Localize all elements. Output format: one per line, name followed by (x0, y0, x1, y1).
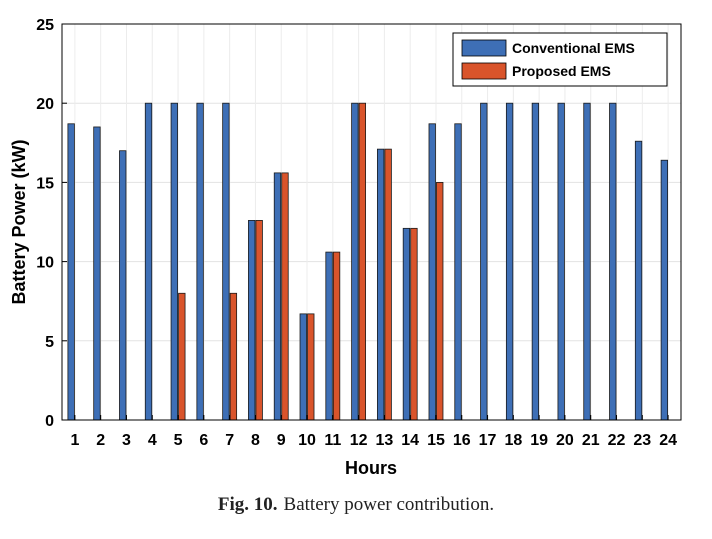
x-tick-label-5: 5 (174, 432, 183, 449)
plot-area (62, 24, 681, 420)
conventional-bar-hour-3 (119, 150, 127, 421)
conventional-bar-hour-24 (660, 159, 669, 421)
proposed-bar-hour-12 (358, 102, 367, 421)
conventional-bar-hour-15 (428, 123, 436, 421)
legend-label-conventional: Conventional EMS (512, 40, 635, 56)
y-tick-label-0: 0 (45, 413, 54, 430)
x-tick-label-17: 17 (479, 432, 497, 449)
legend-label-proposed: Proposed EMS (512, 63, 611, 79)
conventional-bar-hour-11 (325, 251, 333, 421)
conventional-bar-hour-16 (454, 123, 462, 421)
x-tick-label-22: 22 (608, 432, 626, 449)
x-tick-label-21: 21 (582, 432, 600, 449)
x-tick-label-11: 11 (324, 432, 341, 449)
proposed-bar-hour-14 (410, 227, 418, 421)
x-tick-label-14: 14 (401, 432, 419, 449)
conventional-bar-hour-18 (505, 102, 514, 421)
conventional-bar-hour-14 (402, 227, 411, 421)
y-tick-label-5: 5 (45, 334, 54, 351)
y-tick-label-15: 15 (36, 175, 54, 192)
x-tick-label-9: 9 (277, 432, 286, 449)
legend-swatch-proposed (461, 62, 507, 80)
conventional-bar-hour-1 (67, 123, 75, 421)
x-tick-label-23: 23 (633, 432, 651, 449)
y-tick-label-10: 10 (36, 255, 54, 272)
proposed-bar-hour-8 (255, 220, 263, 421)
conventional-bar-hour-22 (609, 102, 617, 421)
x-tick-label-2: 2 (96, 432, 105, 449)
x-tick-label-16: 16 (453, 432, 471, 449)
proposed-bar-hour-13 (384, 148, 392, 421)
conventional-bar-hour-7 (222, 102, 230, 421)
conventional-bar-hour-5 (170, 102, 178, 421)
conventional-bar-hour-23 (634, 140, 643, 421)
conventional-bar-hour-17 (480, 102, 488, 421)
conventional-bar-hour-19 (531, 102, 540, 421)
conventional-bar-hour-13 (376, 148, 385, 421)
proposed-bar-hour-10 (307, 313, 315, 421)
conventional-bar-hour-8 (248, 220, 256, 421)
conventional-bar-hour-12 (351, 102, 359, 421)
y-axis-label: Battery Power (kW) (9, 139, 29, 304)
x-axis-ticks: 1 2 3 4 5 6 7 8 9 10 11 12 13 14 15 16 17 18 19 20 21 22 23 24 (70, 415, 677, 449)
grid-lines (62, 23, 681, 421)
y-axis-ticks: 0 5 10 15 20 25 (36, 17, 67, 430)
x-tick-label-20: 20 (556, 432, 574, 449)
proposed-bar-hour-9 (281, 172, 289, 421)
x-tick-label-12: 12 (350, 432, 368, 449)
x-tick-label-1: 1 (70, 432, 79, 449)
x-tick-label-4: 4 (148, 432, 157, 449)
plot-frame (61, 23, 682, 421)
conventional-bar-hour-4 (144, 102, 153, 421)
figure-caption: Fig. 10. Battery power contribution. (0, 494, 712, 516)
x-tick-label-3: 3 (122, 432, 131, 449)
proposed-bar-hour-11 (332, 251, 341, 421)
x-axis-label: Hours (345, 458, 397, 478)
conventional-bar-hour-2 (93, 126, 101, 421)
proposed-bar-hour-7 (229, 292, 238, 421)
conventional-bar-hour-21 (583, 102, 591, 421)
bars (67, 102, 669, 421)
x-tick-label-24: 24 (659, 432, 677, 449)
proposed-bar-hour-5 (178, 292, 186, 421)
y-tick-label-20: 20 (36, 96, 54, 113)
x-tick-label-8: 8 (251, 432, 260, 449)
conventional-bar-hour-20 (557, 102, 565, 421)
conventional-bar-hour-6 (196, 102, 204, 421)
caption-text: Battery power contribution. (283, 494, 495, 515)
x-tick-label-13: 13 (375, 432, 393, 449)
x-tick-label-19: 19 (530, 432, 548, 449)
conventional-bar-hour-10 (299, 313, 307, 421)
legend: Conventional EMS Proposed EMS (452, 32, 668, 87)
y-tick-label-25: 25 (36, 17, 54, 34)
x-tick-label-18: 18 (504, 432, 522, 449)
legend-swatch-conventional (461, 39, 507, 57)
x-tick-label-15: 15 (427, 432, 445, 449)
caption-label: Fig. 10. (217, 494, 278, 515)
x-tick-label-6: 6 (199, 432, 208, 449)
x-tick-label-10: 10 (298, 432, 316, 449)
x-tick-label-7: 7 (225, 432, 234, 449)
conventional-bar-hour-9 (273, 172, 282, 421)
proposed-bar-hour-15 (436, 181, 444, 421)
